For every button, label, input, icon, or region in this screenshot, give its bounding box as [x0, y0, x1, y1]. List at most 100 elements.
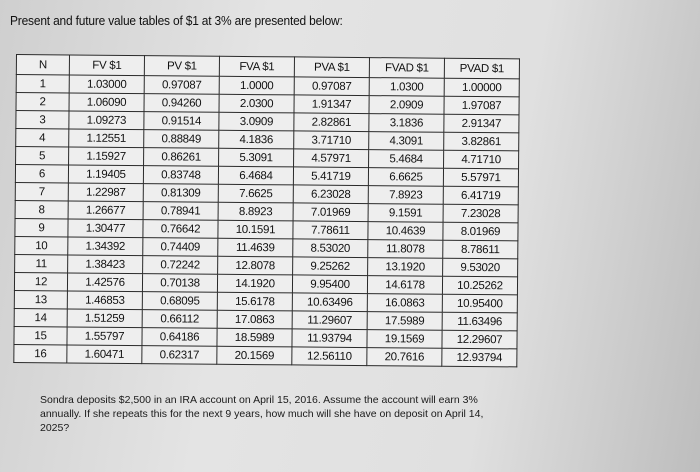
value-cell: 9.1591 — [368, 203, 444, 223]
value-cell: 0.68095 — [142, 291, 218, 311]
period-cell: 8 — [15, 200, 69, 219]
value-cell: 7.78611 — [292, 220, 369, 240]
value-cell: 0.72242 — [142, 255, 218, 275]
value-cell: 12.93794 — [441, 348, 517, 367]
column-header: FVA $1 — [219, 56, 295, 77]
value-cell: 6.4684 — [218, 166, 294, 185]
value-cell: 16.0863 — [367, 293, 443, 313]
value-cell: 2.82861 — [293, 112, 369, 132]
value-cell: 7.8923 — [368, 185, 444, 205]
value-cell: 1.0000 — [219, 76, 295, 95]
value-cell: 10.25262 — [442, 276, 518, 295]
value-cell: 17.5989 — [367, 311, 443, 331]
period-cell: 7 — [15, 182, 69, 201]
value-cell: 14.6178 — [367, 275, 443, 295]
value-cell: 0.94260 — [144, 93, 220, 113]
value-cell: 1.60471 — [66, 344, 142, 364]
value-cell: 2.91347 — [443, 114, 519, 133]
value-cell: 0.88849 — [143, 129, 219, 149]
table-body: 1 1.03000 0.97087 1.0000 0.97087 1.0300 1.0000… — [13, 74, 520, 367]
value-cell: 11.93794 — [291, 328, 368, 348]
value-cell: 3.82861 — [443, 132, 519, 151]
value-cell: 0.78941 — [143, 201, 219, 221]
value-cell: 11.8078 — [367, 239, 443, 259]
value-cell: 0.83748 — [143, 165, 219, 185]
value-cell: 2.0300 — [218, 94, 295, 113]
intro-heading: Present and future value tables of $1 at… — [10, 13, 343, 28]
value-cell: 4.1836 — [218, 130, 294, 149]
value-cell: 12.29607 — [441, 330, 518, 349]
period-cell: 13 — [14, 290, 68, 309]
value-cell: 18.5989 — [216, 328, 293, 347]
period-cell: 12 — [14, 272, 68, 291]
value-cell: 1.15927 — [68, 146, 144, 166]
value-cell: 0.81309 — [143, 183, 219, 203]
value-cell: 9.25262 — [292, 256, 368, 276]
period-cell: 15 — [13, 326, 68, 345]
period-cell: 6 — [15, 164, 69, 183]
period-cell: 11 — [14, 254, 68, 273]
value-cell: 13.1920 — [367, 257, 443, 277]
value-cell: 19.1569 — [366, 329, 443, 349]
period-cell: 2 — [16, 92, 70, 111]
value-cell: 5.4684 — [368, 149, 444, 169]
value-cell: 11.29607 — [292, 310, 368, 330]
value-cell: 8.8923 — [218, 202, 294, 221]
value-cell: 0.64186 — [141, 327, 218, 347]
value-cell: 1.55797 — [66, 326, 143, 346]
value-cell: 6.41719 — [443, 186, 519, 205]
value-cell: 4.3091 — [368, 131, 444, 151]
value-cell: 11.63496 — [442, 312, 518, 331]
value-cell: 6.6625 — [368, 167, 444, 187]
period-cell: 3 — [15, 110, 70, 129]
value-cell: 3.71710 — [293, 130, 369, 150]
value-cell: 11.4639 — [217, 238, 293, 257]
column-header: PVA $1 — [294, 56, 370, 78]
value-cell: 3.1836 — [368, 113, 444, 133]
value-cell: 10.4639 — [367, 221, 444, 241]
value-cell: 1.42576 — [67, 272, 143, 292]
value-cell: 4.71710 — [443, 150, 519, 169]
column-header: FV $1 — [69, 54, 145, 76]
value-cell: 8.78611 — [442, 240, 518, 259]
value-cell: 0.62317 — [141, 345, 217, 365]
period-cell: 5 — [15, 146, 69, 165]
period-cell: 14 — [14, 308, 68, 327]
value-cell: 0.74409 — [142, 237, 218, 257]
period-cell: 4 — [15, 128, 69, 147]
value-cell: 0.76642 — [142, 219, 219, 239]
value-cell: 1.26677 — [68, 200, 144, 220]
value-cell: 4.57971 — [293, 148, 369, 168]
value-cell: 17.0863 — [217, 310, 293, 329]
value-cell: 5.57971 — [443, 168, 519, 187]
value-cell: 8.01969 — [442, 222, 519, 241]
value-cell: 0.86261 — [143, 147, 219, 167]
value-cell: 1.19405 — [68, 164, 144, 184]
value-cell: 0.97087 — [294, 76, 370, 96]
value-cell: 10.95400 — [442, 294, 518, 313]
value-cell: 6.23028 — [293, 184, 369, 204]
value-cell: 1.97087 — [443, 96, 520, 115]
value-cell: 5.3091 — [218, 148, 294, 167]
period-cell: 9 — [14, 218, 69, 237]
value-cell: 14.1920 — [217, 274, 293, 293]
value-cell: 1.38423 — [67, 254, 143, 274]
period-cell: 16 — [13, 344, 67, 363]
value-cell: 9.95400 — [292, 274, 368, 294]
value-cell: 1.51259 — [67, 308, 143, 328]
column-header: PV $1 — [144, 55, 220, 77]
value-cell: 1.46853 — [67, 290, 143, 310]
value-cell: 2.0909 — [368, 95, 445, 115]
column-header: FVAD $1 — [369, 57, 445, 79]
value-cell: 1.0300 — [369, 77, 445, 97]
value-cell: 7.6625 — [218, 184, 294, 203]
value-cell: 1.91347 — [293, 94, 370, 114]
value-cell: 10.63496 — [292, 292, 368, 312]
value-cell: 7.23028 — [443, 204, 519, 223]
value-cell: 1.00000 — [444, 78, 520, 97]
period-cell: 1 — [16, 74, 70, 93]
question-text: Sondra deposits $2,500 in an IRA account… — [40, 394, 484, 434]
value-cell: 12.8078 — [217, 256, 293, 275]
value-cell: 10.1591 — [217, 220, 294, 239]
